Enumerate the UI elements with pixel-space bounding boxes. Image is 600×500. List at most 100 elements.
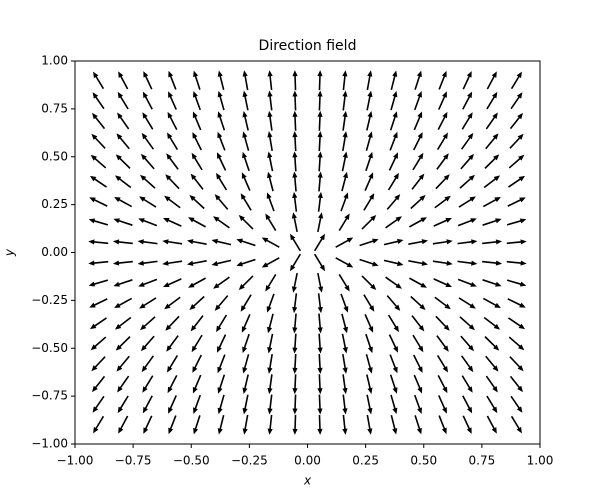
- arrow: [142, 375, 154, 393]
- arrow: [462, 71, 472, 90]
- arrow: [88, 260, 109, 266]
- arrow: [91, 356, 106, 372]
- arrow: [433, 278, 452, 288]
- arrow: [216, 172, 228, 191]
- arrow: [292, 353, 298, 374]
- arrow: [313, 233, 326, 252]
- arrow: [141, 132, 155, 150]
- arrow: [365, 151, 373, 172]
- arrow: [338, 273, 350, 292]
- arrow: [317, 313, 323, 334]
- arrow: [214, 194, 229, 210]
- arrow: [165, 315, 180, 331]
- arrow: [462, 415, 472, 434]
- arrow: [510, 395, 523, 413]
- arrow: [289, 253, 302, 272]
- arrow: [434, 195, 451, 209]
- arrow: [192, 111, 202, 131]
- arrow: [485, 133, 499, 150]
- arrow: [240, 193, 252, 211]
- arrow: [366, 414, 373, 435]
- arrow: [236, 258, 256, 267]
- arrow: [242, 131, 250, 151]
- arrow: [317, 110, 323, 131]
- arrow: [364, 314, 374, 333]
- arrow: [114, 196, 133, 208]
- arrow: [162, 239, 183, 245]
- arrow: [460, 335, 475, 352]
- arrow: [411, 173, 425, 190]
- arrow: [341, 171, 348, 192]
- arrow: [460, 132, 474, 150]
- chart-title: Direction field: [259, 38, 357, 54]
- arrow: [266, 293, 275, 313]
- arrow: [192, 132, 202, 151]
- arrow: [410, 195, 426, 210]
- arrow: [89, 317, 107, 330]
- arrow: [211, 259, 232, 267]
- arrow: [189, 195, 205, 210]
- arrow: [292, 414, 298, 435]
- arrow: [292, 191, 298, 212]
- arrow: [117, 395, 129, 414]
- arrow: [114, 297, 133, 309]
- arrow: [338, 213, 350, 232]
- arrow: [118, 415, 129, 434]
- arrow: [508, 317, 526, 330]
- arrow: [190, 173, 204, 190]
- arrow: [363, 294, 375, 312]
- arrow: [413, 374, 423, 394]
- arrow: [387, 172, 399, 191]
- arrow: [462, 395, 473, 414]
- arrow: [510, 92, 523, 110]
- arrow: [117, 91, 129, 110]
- arrow: [342, 70, 348, 91]
- arrow: [387, 314, 399, 333]
- x-tick-label: −0.75: [115, 454, 152, 468]
- arrow: [143, 415, 153, 434]
- arrow: [458, 297, 476, 309]
- arrow: [483, 175, 501, 189]
- arrow: [117, 112, 130, 130]
- arrow: [483, 316, 501, 330]
- arrow: [112, 260, 133, 266]
- arrow: [165, 174, 180, 190]
- arrow: [506, 239, 527, 245]
- arrow: [390, 70, 398, 91]
- arrow: [484, 154, 500, 169]
- arrow: [340, 293, 349, 313]
- arrow: [216, 152, 227, 171]
- arrow: [168, 415, 177, 435]
- arrow: [341, 151, 348, 172]
- arrow: [267, 151, 274, 172]
- arrow: [188, 217, 206, 228]
- arrow: [192, 354, 202, 373]
- arrow: [412, 334, 424, 353]
- arrow: [317, 191, 323, 212]
- arrow: [140, 335, 155, 352]
- arrow: [413, 111, 423, 131]
- arrow: [390, 414, 398, 435]
- arrow: [292, 374, 298, 395]
- arrow: [462, 91, 473, 110]
- arrow: [242, 354, 250, 374]
- arrow: [317, 212, 324, 233]
- arrow: [409, 277, 427, 288]
- arrow: [168, 70, 177, 90]
- arrow: [482, 196, 501, 208]
- arrow: [240, 294, 252, 312]
- arrow: [509, 375, 523, 393]
- arrow: [385, 216, 402, 229]
- arrow: [291, 272, 298, 293]
- x-tick-label: −0.25: [231, 454, 268, 468]
- arrow: [459, 174, 475, 189]
- arrow: [457, 239, 478, 245]
- arrow: [389, 111, 398, 131]
- arrow: [88, 279, 109, 287]
- arrow: [461, 112, 473, 130]
- arrow: [217, 374, 226, 394]
- arrow: [482, 218, 502, 226]
- arrow: [242, 394, 249, 415]
- arrow: [510, 415, 522, 434]
- arrow: [142, 91, 153, 110]
